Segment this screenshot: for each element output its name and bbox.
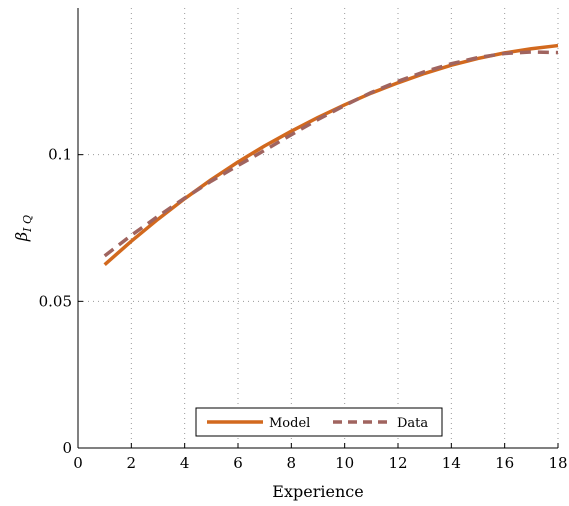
x-tick-label: 2 — [127, 454, 137, 472]
x-tick-label: 16 — [495, 454, 514, 472]
x-tick-label: 6 — [233, 454, 243, 472]
legend-box — [195, 407, 443, 437]
x-tick-label: 8 — [287, 454, 297, 472]
legend: Model Data — [195, 407, 443, 437]
x-tick-label: 10 — [335, 454, 354, 472]
legend-data-label: Data — [397, 416, 428, 431]
series-line-data — [103, 50, 559, 258]
y-tick-label: 0.1 — [48, 146, 72, 164]
x-tick-label: 18 — [548, 454, 567, 472]
y-tick-label: 0.05 — [39, 292, 72, 310]
series-layer — [103, 43, 559, 266]
legend-model-label: Model — [269, 416, 310, 431]
series-line-model — [103, 43, 559, 266]
x-tick-label: 0 — [73, 454, 83, 472]
x-tick-label: 14 — [442, 454, 461, 472]
y-axis-label: βI Q — [12, 215, 34, 242]
x-axis-label: Experience — [272, 482, 363, 501]
y-tick-label: 0 — [62, 439, 72, 457]
ticks: 0 2 4 6 8 10 12 14 16 18 0 0.05 0.1 — [39, 146, 568, 472]
axes — [77, 8, 558, 449]
x-tick-label: 12 — [388, 454, 407, 472]
grid — [78, 8, 559, 448]
x-tick-label: 4 — [180, 454, 190, 472]
